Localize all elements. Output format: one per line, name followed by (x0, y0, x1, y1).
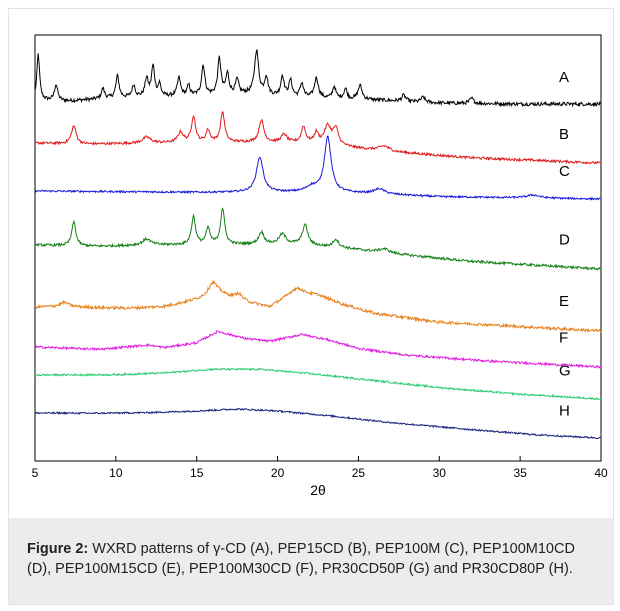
curve-D (34, 207, 602, 271)
x-tick-label-30: 30 (433, 466, 447, 480)
curve-B (34, 111, 602, 165)
series-label-A: A (559, 69, 569, 86)
curves-layer (34, 49, 602, 440)
x-tick-label-5: 5 (32, 466, 39, 480)
curve-F (34, 330, 602, 369)
series-label-D: D (559, 231, 570, 248)
series-label-E: E (559, 293, 569, 310)
plot-frame (34, 34, 602, 462)
series-label-G: G (559, 363, 571, 380)
curve-H (34, 407, 602, 440)
series-label-F: F (559, 329, 568, 346)
x-tick-label-35: 35 (513, 466, 527, 480)
caption-text: WXRD patterns of γ-CD (A), PEP15CD (B), … (27, 541, 575, 577)
x-tick-label-40: 40 (594, 466, 608, 480)
x-tick-label-25: 25 (352, 466, 366, 480)
x-axis-title: 2θ (310, 482, 326, 498)
x-tick-label-10: 10 (109, 466, 123, 480)
curve-G (34, 367, 602, 401)
x-axis: 5 10 15 20 25 30 35 40 (32, 456, 608, 480)
caption-label: Figure 2: (27, 541, 89, 557)
x-tick-label-20: 20 (271, 466, 285, 480)
curve-C (34, 135, 602, 201)
series-labels-layer: A B C D E FG H (559, 69, 571, 419)
series-label-B: B (559, 126, 569, 143)
curve-A (34, 49, 602, 108)
series-label-H: H (559, 402, 570, 419)
curve-E (34, 279, 602, 334)
wxrd-chart: 5 10 15 20 25 30 35 40 A B C D E FG H 2θ (32, 34, 608, 498)
series-label-C: C (559, 163, 570, 180)
x-tick-label-15: 15 (190, 466, 204, 480)
figure-caption: Figure 2: WXRD patterns of γ-CD (A), PEP… (9, 518, 613, 604)
